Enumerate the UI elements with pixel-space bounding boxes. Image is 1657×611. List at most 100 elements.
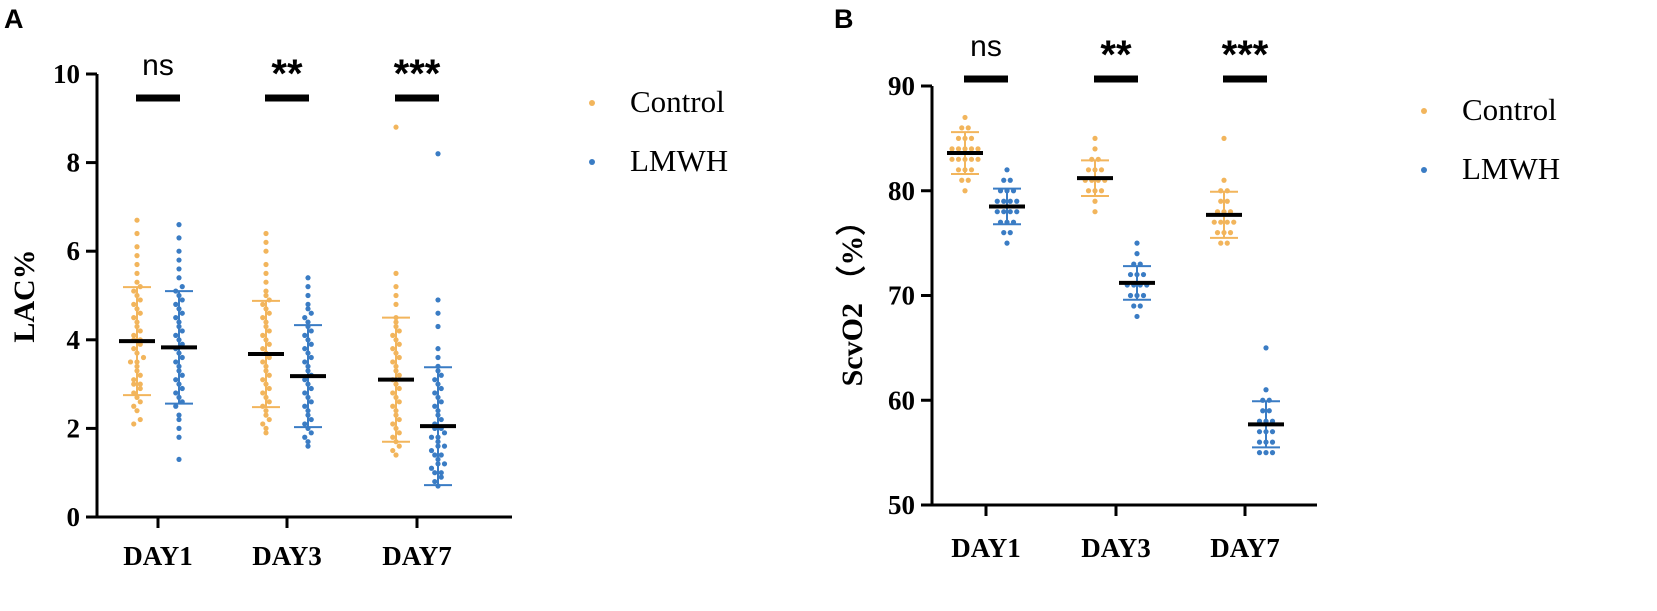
panel-a-lmwh-point (176, 456, 182, 463)
panel-b-lmwh-point (994, 198, 1000, 204)
panel-a-control-point (260, 390, 266, 396)
panel-a-x-tick-label: DAY3 (252, 541, 322, 571)
panel-a-lmwh-point (302, 390, 308, 396)
panel-b-control-point (1224, 219, 1230, 225)
panel-a-control-point (263, 288, 269, 294)
panel-a-control-point (260, 346, 266, 352)
panel-a-lmwh-point (179, 284, 185, 290)
panel-a-lmwh-point (305, 439, 311, 445)
panel-b-control-point (1085, 167, 1092, 173)
panel-a-legend-control-marker (589, 100, 595, 106)
panel-a-y-tick-label: 10 (53, 59, 80, 89)
panel-a-lmwh-point (435, 151, 441, 157)
panel-a-control-point (393, 284, 399, 290)
panel-b-control-point (949, 146, 955, 152)
panel-a-lmwh-point (176, 222, 182, 228)
panel-a-lmwh-point (432, 478, 438, 485)
panel-a-lmwh-point (308, 354, 314, 361)
panel-a-control-point (390, 346, 396, 352)
panel-a-control-point (127, 359, 134, 365)
panel-b-control-point (1224, 240, 1230, 246)
panel-a-lmwh-point (438, 470, 444, 476)
panel-b-control-point (1221, 177, 1227, 183)
panel-a-control-point (396, 385, 402, 392)
panel-a-y-tick-label: 2 (67, 413, 81, 443)
panel-b-lmwh-point (1256, 450, 1263, 456)
panel-b-control-point (1098, 188, 1105, 194)
panel-a-lmwh-point (176, 416, 182, 423)
panel-a-control-point (137, 381, 143, 387)
panel-a-significance-label: *** (394, 52, 441, 96)
panel-a-lmwh-point (173, 301, 179, 307)
panel-a-lmwh-point (176, 257, 182, 263)
panel-a-lmwh-point (302, 377, 308, 383)
panel-a-lmwh-point (305, 443, 311, 449)
panel-b-lmwh-point (1263, 345, 1269, 351)
panel-a-control-point (134, 261, 140, 268)
panel-a-legend-lmwh-marker (589, 159, 595, 165)
panel-a-lmwh-point (302, 434, 308, 440)
panel-b-control-point (965, 177, 971, 183)
panel-a-lmwh-point (176, 235, 182, 241)
panel-a-lmwh-point (308, 341, 314, 347)
panel-b-control-point (1214, 230, 1221, 236)
panel-a-lmwh-point (308, 430, 314, 436)
panel-b-control-point (1227, 230, 1234, 236)
panel-a-lmwh-point (432, 403, 438, 409)
panel-b-control-point (1224, 198, 1230, 204)
panel-a-control-point (134, 230, 140, 237)
panel-b-control-point (949, 156, 955, 162)
panel-b-lmwh-point (1004, 240, 1010, 246)
panel-b-x-tick-label: DAY7 (1210, 533, 1280, 563)
panel-a-control-point (390, 447, 396, 454)
panel-b-legend-control-label: Control (1462, 92, 1557, 127)
panel-a-control-point (263, 292, 269, 299)
panel-b-lmwh-point (1269, 439, 1276, 445)
panel-b-y-tick-label: 60 (888, 385, 915, 415)
panel-a-control-point (137, 385, 143, 392)
panel-a-control-point (396, 430, 402, 436)
panel-b-lmwh-point (1134, 240, 1140, 246)
panel-a-control-point (263, 239, 269, 245)
panel-b-control-point (968, 146, 975, 152)
panel-b-lmwh-point (1263, 450, 1269, 456)
panel-a-lmwh-point (435, 323, 441, 330)
panel-a-control-point (260, 421, 266, 427)
panel-a-control-point (393, 452, 399, 458)
panel-a-control-point (131, 381, 137, 387)
panel-a-significance-label: ns (142, 49, 174, 82)
panel-a-lmwh-point (179, 310, 185, 316)
panel-b-lmwh-point (994, 209, 1000, 215)
panel-b-lmwh-point (1256, 439, 1263, 445)
panel-a-control-point (263, 412, 269, 418)
panel-a-control-point (131, 288, 137, 294)
panel-b-lmwh-point (1004, 167, 1010, 173)
panel-b-control-point (959, 125, 965, 131)
panel-b-control-point (959, 177, 965, 183)
panel-a-control-point (266, 416, 272, 423)
panel-b-lmwh-point (1127, 271, 1134, 278)
panel-a-control-point (260, 377, 266, 383)
panel-a-lmwh-point (435, 346, 441, 352)
panel-a-lmwh-point (428, 465, 435, 471)
panel-a-control-point (263, 279, 269, 285)
panel-a-lmwh-point (179, 354, 185, 361)
panel-a-lmwh-point (176, 412, 182, 418)
panel-a-control-point (263, 248, 269, 254)
panel-b-lmwh-point (1007, 198, 1013, 204)
panel-a: A LAC% Control LMWH 0 2 4 6 8 10 DAY1 DAY3 DAY7 n… (4, 4, 728, 571)
panel-b-control-point (1085, 188, 1092, 194)
panel-a-control-point (263, 425, 269, 431)
panel-b-control-point (968, 167, 975, 173)
panel-a-control-point (266, 310, 272, 316)
panel-a-control-point (396, 354, 402, 361)
panel-b-lmwh-point (1266, 408, 1272, 414)
panel-a-lmwh-point (305, 292, 311, 299)
panel-a-lmwh-point (428, 447, 435, 454)
panel-a-control-point (134, 279, 140, 285)
panel-b-control-point (1092, 209, 1098, 215)
panel-a-significance-label: ** (271, 52, 303, 96)
panel-a-lmwh-point (441, 461, 448, 467)
panel-b-lmwh-point (1001, 198, 1007, 204)
panel-a-control-point (396, 372, 402, 378)
